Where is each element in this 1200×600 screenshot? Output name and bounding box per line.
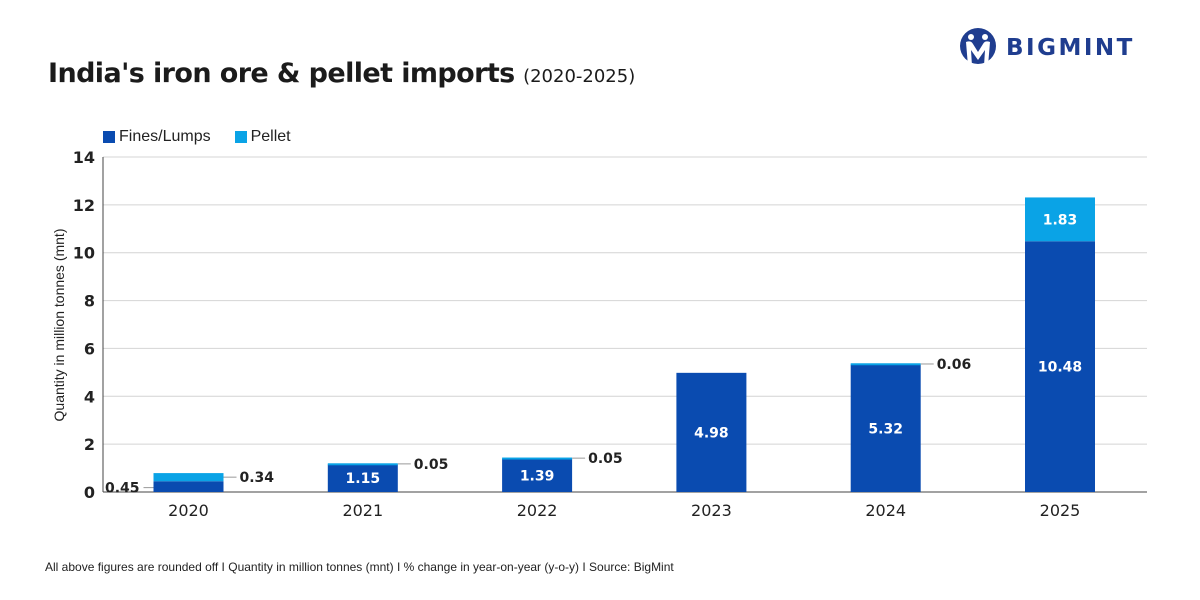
chart-legend: Fines/Lumps Pellet <box>103 128 291 146</box>
chart-title: India's iron ore & pellet imports (2020-… <box>48 58 635 89</box>
footer-note: All above figures are rounded off I Quan… <box>45 560 674 574</box>
y-tick-label: 4 <box>84 387 95 406</box>
brand-logo: BIGMINT <box>958 26 1158 70</box>
legend-item-pellet: Pellet <box>234 128 291 146</box>
x-tick-label: 2023 <box>691 501 732 520</box>
x-tick-label: 2021 <box>342 501 383 520</box>
legend-swatch-fines <box>103 131 115 143</box>
y-tick-label: 0 <box>84 483 95 502</box>
legend-item-fines: Fines/Lumps <box>103 128 211 146</box>
x-tick-label: 2020 <box>168 501 209 520</box>
data-label-fines: 1.15 <box>346 471 381 487</box>
y-tick-label: 2 <box>84 435 95 454</box>
chart-title-sub: (2020-2025) <box>523 66 636 87</box>
bar-fines-2025 <box>1025 241 1095 492</box>
data-label-fines: 1.39 <box>520 468 555 484</box>
bar-pellet-2025 <box>1025 197 1095 242</box>
bar-fines-2023 <box>676 372 747 492</box>
bar-fines-2022 <box>502 458 573 492</box>
data-label-fines: 4.98 <box>694 425 729 441</box>
data-label-pellet: 0.05 <box>588 451 623 467</box>
y-tick-label: 12 <box>73 196 95 215</box>
brand-name: BIGMINT <box>1006 35 1135 61</box>
data-label-pellet: 0.34 <box>240 470 275 486</box>
data-label-pellet: 0.06 <box>937 357 972 373</box>
x-tick-label: 2025 <box>1040 501 1081 520</box>
chart-title-main: India's iron ore & pellet imports <box>48 58 515 89</box>
bar-pellet-2021 <box>327 463 398 466</box>
x-tick-label: 2024 <box>865 501 906 520</box>
data-label-pellet: 0.05 <box>414 457 449 473</box>
bar-fines-2020 <box>153 481 224 492</box>
x-tick-label: 2022 <box>517 501 558 520</box>
y-tick-label: 8 <box>84 292 95 311</box>
bar-pellet-2024 <box>850 363 921 366</box>
legend-swatch-pellet <box>234 131 247 143</box>
bar-fines-2021 <box>327 464 398 492</box>
data-label-pellet: 1.83 <box>1043 212 1078 228</box>
y-tick-label: 10 <box>73 244 95 263</box>
bar-fines-2024 <box>850 364 921 492</box>
data-label-fines: 10.48 <box>1038 360 1082 376</box>
legend-label-fines: Fines/Lumps <box>119 128 211 145</box>
y-tick-label: 6 <box>84 339 95 358</box>
data-label-fines: 0.45 <box>105 481 140 497</box>
y-axis-label: Quantity in million tonnes (mnt) <box>51 229 67 422</box>
bigmint-logo-icon <box>960 28 996 66</box>
bar-pellet-2020 <box>153 473 224 482</box>
bar-pellet-2022 <box>502 457 573 460</box>
data-label-fines: 5.32 <box>868 421 903 437</box>
y-tick-label: 14 <box>73 148 95 167</box>
legend-label-pellet: Pellet <box>250 128 291 145</box>
